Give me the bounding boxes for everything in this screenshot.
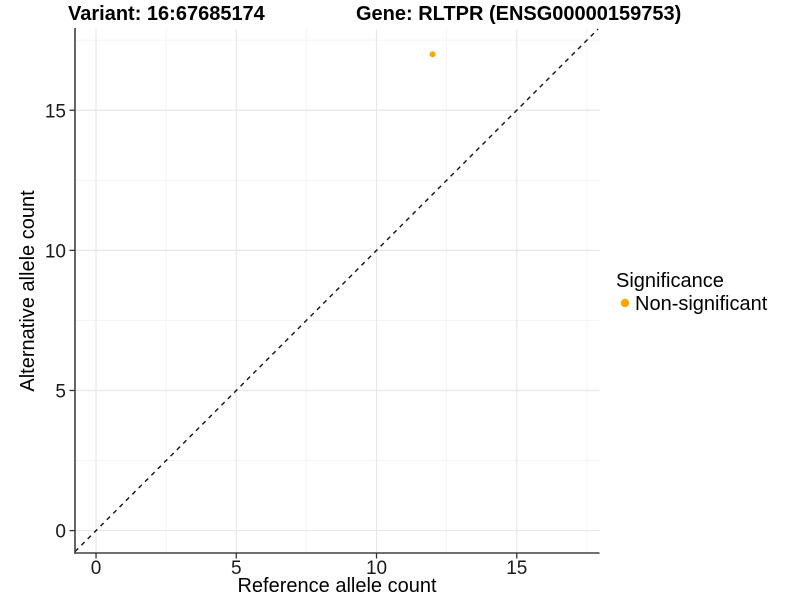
data-points	[429, 51, 436, 58]
x-tick-label: 0	[91, 558, 102, 579]
y-tick-label: 5	[55, 381, 66, 402]
y-axis-title: Alternative allele count	[17, 190, 39, 392]
x-axis-title: Reference allele count	[237, 575, 436, 597]
y-axis-ticks	[69, 109, 75, 532]
x-tick-label: 10	[366, 558, 387, 579]
legend-title: Significance	[616, 270, 724, 292]
legend-key-dot	[620, 298, 630, 308]
x-tick-label: 15	[506, 558, 527, 579]
gridlines-major	[75, 29, 600, 553]
plot-title-gene: Gene: RLTPR (ENSG00000159753)	[356, 3, 681, 25]
legend: Significance Non-significant	[616, 270, 768, 315]
y-tick-label: 10	[45, 241, 66, 262]
x-tick-labels: 0 5 10 15	[91, 558, 528, 579]
legend-item-label: Non-significant	[635, 293, 768, 315]
data-point	[429, 51, 436, 58]
x-axis-ticks	[95, 553, 518, 559]
x-tick-label: 5	[231, 558, 242, 579]
y-tick-labels: 0 5 10 15	[45, 101, 66, 542]
plot-title-variant: Variant: 16:67685174	[68, 3, 266, 25]
identity-dashed-line	[74, 28, 599, 553]
y-tick-label: 15	[45, 101, 66, 122]
gridlines-minor	[75, 29, 600, 553]
y-tick-label: 0	[55, 522, 66, 543]
